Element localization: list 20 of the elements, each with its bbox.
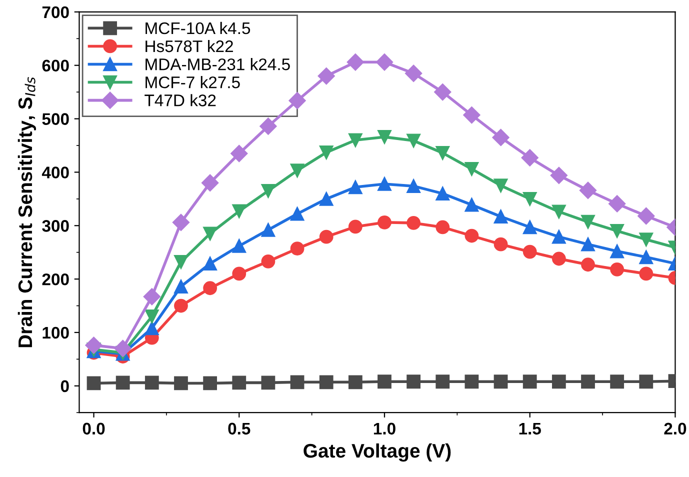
- legend-label: Hs578T k22: [146, 40, 233, 52]
- y-tick-label: 500: [42, 113, 69, 125]
- x-tick-label: 0.5: [228, 422, 250, 435]
- y-axis-title: Drain Current Sensitivity, S$_{Ids}$: [18, 77, 36, 348]
- y-tick-label: 0: [60, 380, 69, 392]
- x-tick-label: 1.0: [374, 422, 396, 435]
- y-tick-label: 700: [42, 6, 69, 18]
- y-tick-label: 200: [42, 273, 69, 286]
- y-tick-label: 300: [42, 220, 69, 232]
- x-axis-title: Gate Voltage (V): [304, 443, 451, 462]
- x-tick-label: 0.0: [82, 422, 105, 435]
- x-tick-label: 2.0: [664, 422, 686, 435]
- x-tick-label: 1.5: [519, 422, 541, 435]
- legend-label: MCF-7 k27.5: [146, 76, 240, 88]
- legend-label: T47D k32: [144, 94, 216, 106]
- legend-label: MCF-10A k4.5: [146, 22, 250, 34]
- y-tick-label: 100: [42, 326, 69, 339]
- y-tick-label: 600: [42, 60, 69, 72]
- legend-label: MDA-MB-231 k24.5: [146, 58, 290, 70]
- y-tick-label: 400: [42, 166, 69, 178]
